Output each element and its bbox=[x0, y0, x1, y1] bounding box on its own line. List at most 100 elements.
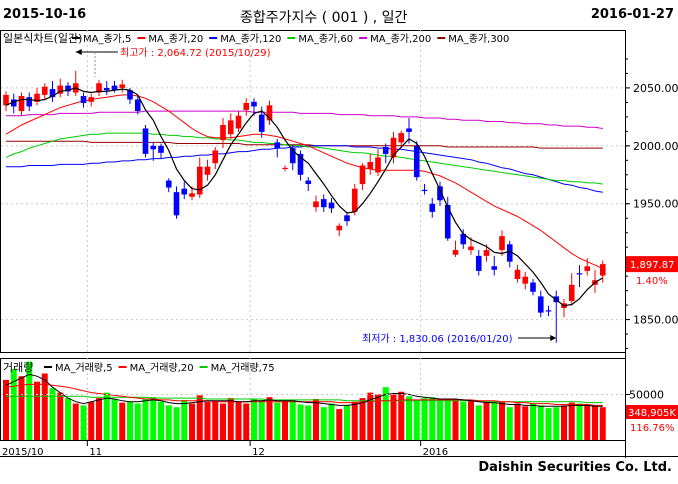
end-date: 2016-01-27 bbox=[590, 7, 674, 22]
x-tick-label: 2015/10 bbox=[2, 447, 44, 458]
volume-bar bbox=[522, 406, 529, 440]
price-tick-label: 2050.00 bbox=[633, 82, 678, 95]
candle-body bbox=[251, 101, 257, 107]
volume-bar bbox=[57, 392, 64, 440]
volume-bar bbox=[382, 387, 389, 440]
volume-bar bbox=[530, 403, 536, 440]
candle-body bbox=[204, 166, 211, 175]
volume-bar bbox=[475, 405, 482, 440]
candle-body bbox=[88, 97, 95, 102]
volume-bar bbox=[204, 401, 211, 440]
current-volume-label: 348,905K bbox=[628, 408, 676, 419]
volume-bar bbox=[243, 403, 250, 440]
candle-body bbox=[18, 96, 25, 112]
volume-bar bbox=[367, 392, 374, 440]
candle-body bbox=[514, 269, 521, 280]
candle-body bbox=[468, 246, 474, 251]
candle-body bbox=[444, 204, 451, 239]
volume-bar bbox=[181, 399, 188, 440]
chart-title: 종합주가지수 ( 001 ) , 일간 bbox=[240, 10, 408, 26]
volume-bar bbox=[111, 399, 118, 440]
volume-bar bbox=[351, 401, 358, 440]
candle-body bbox=[258, 114, 265, 132]
candle-body bbox=[359, 165, 366, 185]
volume-bar bbox=[65, 398, 71, 440]
legend-label: MA_종가,60 bbox=[298, 33, 353, 45]
volume-bar bbox=[165, 405, 172, 440]
candle-body bbox=[212, 150, 219, 164]
price-tick-label: 1850.00 bbox=[633, 314, 678, 327]
volume-bar bbox=[26, 361, 33, 440]
volume-bar bbox=[468, 400, 474, 440]
candle-body bbox=[196, 166, 203, 195]
legend-label: MA_거래량,75 bbox=[211, 362, 275, 374]
x-tick-label: 12 bbox=[252, 447, 265, 458]
candle-body bbox=[49, 89, 56, 98]
volume-bar bbox=[282, 400, 288, 440]
candle-body bbox=[80, 96, 87, 103]
legend-label: MA_종가,300 bbox=[448, 33, 509, 45]
volume-bar bbox=[599, 407, 606, 440]
candle-body bbox=[227, 120, 234, 135]
candle-body bbox=[320, 199, 327, 208]
candle-body bbox=[382, 146, 389, 154]
candle-body bbox=[537, 296, 544, 313]
volume-bar bbox=[576, 403, 583, 440]
volume-bar bbox=[305, 405, 312, 440]
candle-body bbox=[599, 264, 606, 276]
volume-bar bbox=[584, 405, 591, 440]
volume-change-label: 116.76% bbox=[630, 423, 675, 434]
candle-body bbox=[173, 192, 180, 216]
low-annotation: 최저가 : 1,830.06 (2016/01/20) bbox=[362, 333, 513, 345]
volume-bar bbox=[127, 401, 133, 440]
x-tick-label: 2016 bbox=[423, 447, 448, 458]
candle-body bbox=[313, 201, 319, 208]
legend-label: MA_종가,20 bbox=[148, 33, 203, 45]
candle-body bbox=[3, 94, 9, 106]
volume-bar bbox=[235, 401, 242, 440]
volume-bar bbox=[390, 394, 397, 440]
volume-bar bbox=[561, 405, 567, 440]
candle-body bbox=[158, 145, 164, 153]
candle-body bbox=[103, 87, 110, 91]
candle-body bbox=[41, 86, 48, 95]
volume-bar bbox=[119, 402, 126, 440]
volume-bar bbox=[196, 395, 203, 440]
candle-body bbox=[483, 250, 490, 256]
volume-bar bbox=[506, 407, 513, 440]
candle-body bbox=[96, 83, 102, 93]
candle-body bbox=[57, 85, 64, 94]
volume-bar bbox=[553, 407, 560, 440]
candle-body bbox=[119, 84, 126, 88]
volume-bar bbox=[251, 399, 257, 440]
candle-body bbox=[328, 202, 335, 209]
volume-bar bbox=[72, 403, 79, 440]
legend-label: MA_종가,120 bbox=[220, 33, 281, 45]
candle-body bbox=[375, 157, 381, 173]
volume-bar bbox=[444, 399, 451, 440]
ma200-line bbox=[6, 110, 603, 129]
candle-body bbox=[165, 180, 172, 188]
volume-bar bbox=[173, 407, 180, 440]
volume-bar bbox=[142, 399, 149, 440]
volume-bar bbox=[568, 402, 575, 440]
volume-tick-label: 50000 bbox=[629, 388, 664, 401]
candle-body bbox=[266, 105, 273, 121]
low-arrow-icon bbox=[550, 335, 557, 341]
candle-body bbox=[499, 236, 505, 251]
volume-bar bbox=[499, 401, 505, 440]
candle-body bbox=[34, 93, 40, 102]
candle-body bbox=[142, 128, 149, 154]
price-panel-frame bbox=[0, 30, 626, 353]
volume-bar bbox=[18, 376, 25, 440]
candle-body bbox=[437, 186, 443, 201]
volume-bar bbox=[328, 403, 335, 440]
candle-body bbox=[475, 255, 482, 271]
volume-bar bbox=[413, 399, 420, 440]
volume-bar bbox=[80, 405, 87, 440]
high-arrow-icon bbox=[75, 49, 82, 55]
price-tick-label: 1950.00 bbox=[633, 198, 678, 211]
candle-body bbox=[282, 167, 288, 170]
candle-body bbox=[344, 215, 350, 222]
volume-bar bbox=[483, 401, 490, 440]
